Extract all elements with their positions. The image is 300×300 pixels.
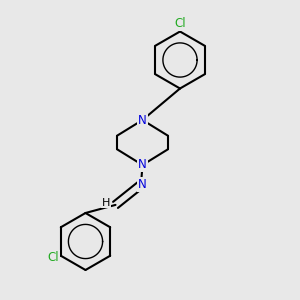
Text: N: N [138, 158, 147, 172]
Text: Cl: Cl [174, 16, 186, 30]
Text: H: H [102, 197, 110, 208]
Text: N: N [138, 178, 147, 191]
Text: N: N [138, 113, 147, 127]
Text: Cl: Cl [47, 251, 59, 264]
